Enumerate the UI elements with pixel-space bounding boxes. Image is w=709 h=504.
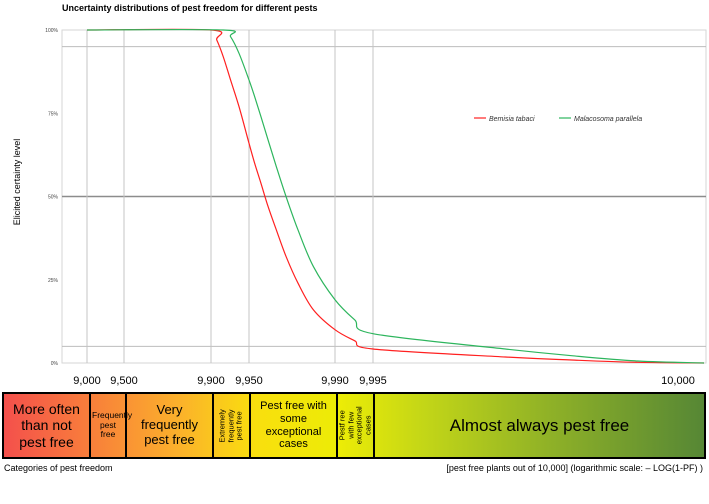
chart-title: Uncertainty distributions of pest freedo…	[62, 3, 318, 13]
pf-tick-9990: 9,990	[321, 375, 349, 387]
legend-label-0: Bemisia tabaci	[489, 116, 535, 123]
category-frequently: Frequently pest free	[91, 394, 133, 457]
category-label: Very frequently pest free	[140, 402, 199, 447]
category-label: More often than not pest free	[13, 401, 80, 450]
pf-tick-9995: 9,995	[359, 375, 387, 387]
category-label: Pestf ree with few exceptional cases	[337, 406, 373, 445]
y-tick-label: 75%	[48, 111, 59, 117]
category-label: Extremely frequently pest free	[217, 408, 244, 443]
category-some-exceptional: Pest free with some exceptional cases	[251, 394, 338, 457]
pf-tick-10000: 10,000	[661, 375, 695, 387]
series-line-1	[86, 28, 705, 364]
category-more-often-than-not: More often than not pest free	[4, 394, 91, 457]
category-label: Frequently pest free	[92, 409, 133, 440]
series-line-0	[86, 28, 705, 364]
category-few-exceptional: Pestf ree with few exceptional cases	[337, 394, 375, 457]
category-almost-always: Almost always pest free	[375, 394, 704, 457]
legend-label-1: Malacosoma parallela	[574, 116, 642, 123]
pf-tick-9950: 9,950	[235, 375, 263, 387]
category-label: Almost always pest free	[449, 415, 630, 435]
y-tick-label: 50%	[48, 195, 59, 201]
category-extremely-frequently: Extremely frequently pest free	[214, 394, 251, 457]
pf-tick-9900: 9,900	[197, 375, 225, 387]
category-very-frequently: Very frequently pest free	[127, 394, 214, 457]
pf-tick-9500: 9,500	[110, 375, 138, 387]
y-tick-label: 100%	[45, 28, 58, 34]
pest-freedom-category-bar: More often than not pest free Frequently…	[2, 392, 706, 459]
categories-caption: Categories of pest freedom	[4, 463, 113, 473]
y-tick-label: 25%	[48, 278, 59, 284]
chart-svg: 0% 25% 50% 75% 100% Bemisia tabaci Malacosoma…	[45, 28, 707, 367]
pf-tick-9000: 9,000	[73, 375, 101, 387]
category-label: Pest free with some exceptional cases	[260, 400, 327, 451]
y-tick-label: 0%	[51, 361, 59, 367]
x-scale-caption: [pest free plants out of 10,000] (logari…	[446, 463, 703, 473]
